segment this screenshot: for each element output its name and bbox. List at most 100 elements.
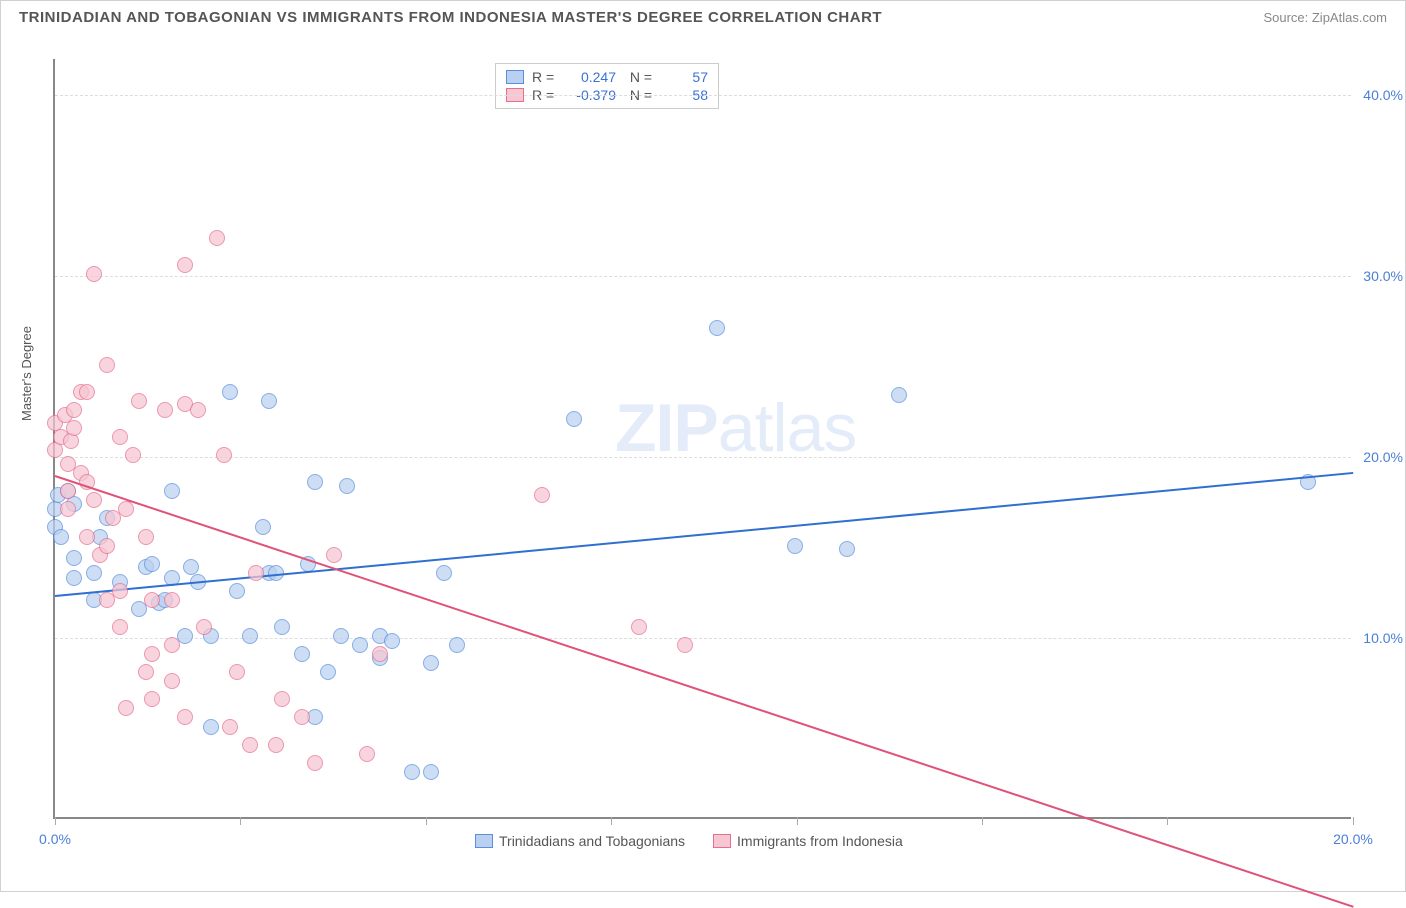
swatch-series-1-bottom [475,834,493,848]
grid-line [55,457,1351,458]
scatter-point [131,393,147,409]
scatter-point [164,673,180,689]
scatter-point [138,529,154,545]
scatter-point [60,501,76,517]
scatter-point [631,619,647,635]
scatter-point [144,556,160,572]
scatter-point [423,655,439,671]
scatter-point [99,538,115,554]
scatter-point [372,646,388,662]
scatter-point [203,719,219,735]
scatter-point [216,447,232,463]
x-tick-label: 0.0% [39,831,71,847]
chart-source: Source: ZipAtlas.com [1263,10,1387,25]
scatter-point [566,411,582,427]
scatter-point [157,402,173,418]
scatter-point [164,592,180,608]
scatter-point [229,583,245,599]
scatter-point [112,583,128,599]
scatter-point [66,420,82,436]
scatter-point [196,619,212,635]
scatter-point [307,755,323,771]
scatter-point [891,387,907,403]
scatter-point [66,402,82,418]
scatter-point [534,487,550,503]
scatter-point [86,565,102,581]
scatter-point [326,547,342,563]
scatter-point [79,529,95,545]
scatter-point [66,570,82,586]
x-tick [982,817,983,825]
legend-row-series-1: R = 0.247 N = 57 [506,68,708,86]
scatter-point [177,709,193,725]
scatter-point [138,664,154,680]
scatter-point [118,700,134,716]
x-tick [55,817,56,825]
scatter-point [404,764,420,780]
y-axis-label: Master's Degree [19,326,34,421]
scatter-point [248,565,264,581]
scatter-point [242,628,258,644]
scatter-point [320,664,336,680]
y-tick-label: 20.0% [1363,449,1403,465]
scatter-point [274,691,290,707]
grid-line [55,95,1351,96]
chart-container: TRINIDADIAN AND TOBAGONIAN VS IMMIGRANTS… [0,0,1406,892]
scatter-point [294,646,310,662]
x-tick [1167,817,1168,825]
chart-header: TRINIDADIAN AND TOBAGONIAN VS IMMIGRANTS… [1,1,1405,30]
swatch-series-1 [506,70,524,84]
scatter-point [144,691,160,707]
scatter-point [112,619,128,635]
scatter-point [709,320,725,336]
x-tick [1353,817,1354,825]
scatter-point [333,628,349,644]
swatch-series-2-bottom [713,834,731,848]
scatter-point [449,637,465,653]
scatter-point [99,357,115,373]
scatter-point [384,633,400,649]
legend-item-series-1: Trinidadians and Tobagonians [475,833,685,849]
scatter-point [274,619,290,635]
x-tick [240,817,241,825]
scatter-point [86,266,102,282]
series-legend: Trinidadians and Tobagonians Immigrants … [475,833,903,849]
scatter-point [60,483,76,499]
scatter-point [677,637,693,653]
scatter-point [86,492,102,508]
x-tick-label: 20.0% [1333,831,1373,847]
scatter-point [359,746,375,762]
scatter-point [268,737,284,753]
scatter-point [839,541,855,557]
watermark-text: ZIPatlas [615,389,856,467]
scatter-point [53,529,69,545]
scatter-point [112,429,128,445]
scatter-point [144,592,160,608]
scatter-point [229,664,245,680]
chart-title: TRINIDADIAN AND TOBAGONIAN VS IMMIGRANTS… [19,9,882,26]
x-tick [426,817,427,825]
scatter-point [787,538,803,554]
scatter-point [177,257,193,273]
scatter-point [294,709,310,725]
legend-item-series-2: Immigrants from Indonesia [713,833,903,849]
scatter-point [261,393,277,409]
scatter-point [307,474,323,490]
scatter-point [79,384,95,400]
scatter-point [125,447,141,463]
y-tick-label: 40.0% [1363,87,1403,103]
scatter-point [436,565,452,581]
scatter-point [118,501,134,517]
scatter-point [222,384,238,400]
scatter-point [339,478,355,494]
x-tick [797,817,798,825]
y-tick-label: 30.0% [1363,268,1403,284]
scatter-point [423,764,439,780]
grid-line [55,276,1351,277]
scatter-point [209,230,225,246]
scatter-point [66,550,82,566]
scatter-point [352,637,368,653]
scatter-point [255,519,271,535]
correlation-legend: R = 0.247 N = 57 R = -0.379 N = 58 [495,63,719,109]
x-tick [611,817,612,825]
